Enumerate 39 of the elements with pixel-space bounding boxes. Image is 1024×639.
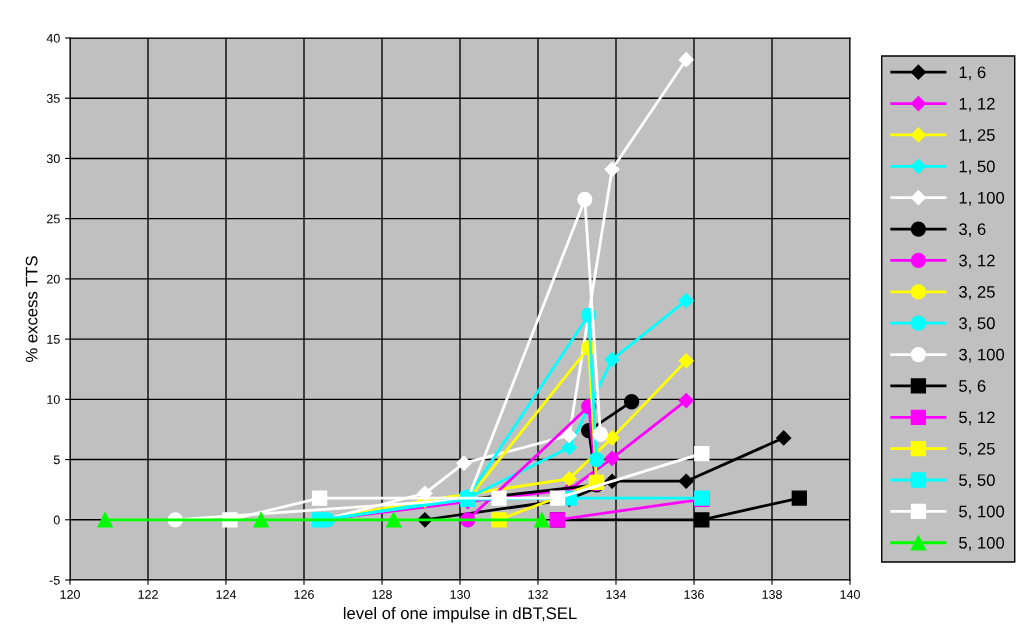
legend-label: 1, 25 (959, 129, 995, 143)
legend-label: 5, 25 (959, 442, 995, 457)
y-tick-label: 25 (47, 214, 60, 224)
legend-label: 3, 6 (959, 223, 986, 238)
y-tick-label: 40 (46, 33, 60, 43)
x-tick-label: 132 (528, 590, 548, 599)
x-tick-label: 124 (216, 590, 237, 599)
x-tick-label: 128 (372, 590, 392, 599)
legend-label: 1, 12 (959, 97, 995, 112)
legend-label: 3, 50 (959, 317, 995, 332)
x-tick-label: 126 (294, 590, 314, 599)
legend-label: 3, 25 (959, 285, 995, 300)
x-tick-label: 130 (450, 590, 470, 599)
legend-label: 3, 100 (959, 348, 1005, 363)
x-tick-label: 134 (606, 590, 627, 599)
legend-label: 5, 12 (959, 411, 995, 426)
y-tick-label: 30 (46, 154, 60, 164)
legend-label: 1, 50 (959, 160, 995, 175)
y-tick-label: -5 (49, 575, 60, 585)
x-axis-title: level of one impulse in dBT,SEL (343, 606, 577, 623)
legend-label: 5, 100 (959, 505, 1005, 520)
legend-label: 1, 6 (959, 66, 986, 81)
legend-label: 5, 50 (959, 474, 995, 488)
y-tick-label: 35 (46, 94, 60, 103)
legend-label: 5, 100 (959, 536, 1005, 551)
y-tick-label: 15 (47, 335, 60, 344)
x-tick-label: 120 (60, 590, 80, 599)
y-tick-label: 10 (47, 395, 60, 404)
x-tick-label: 138 (762, 590, 782, 599)
y-axis-title: % excess TTS (25, 256, 38, 362)
legend-label: 5, 6 (959, 380, 986, 394)
y-tick-label: 20 (47, 274, 60, 284)
y-tick-label: 0 (53, 515, 60, 525)
x-tick-label: 136 (684, 590, 704, 599)
legend-label: 1, 100 (959, 191, 1005, 206)
y-tick-label: 5 (53, 455, 60, 465)
legend-label: 3, 12 (959, 254, 995, 269)
x-tick-label: 140 (840, 590, 860, 599)
x-tick-label: 122 (138, 590, 158, 599)
